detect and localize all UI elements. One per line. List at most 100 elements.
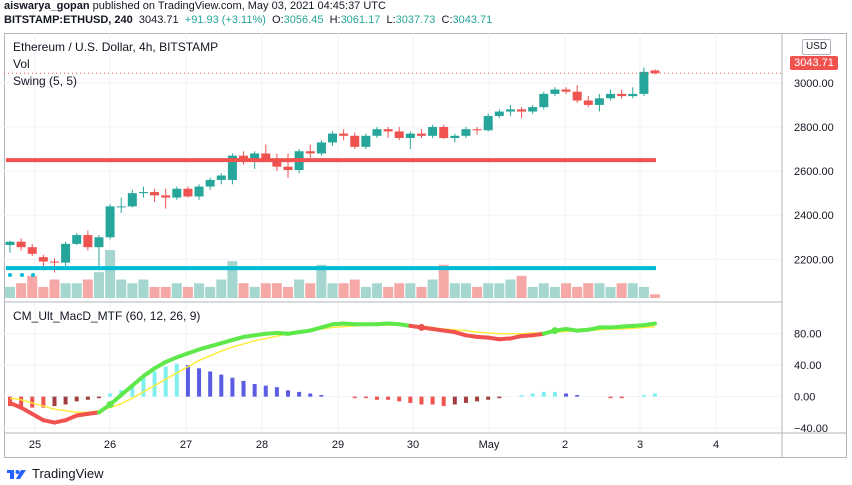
macd-line-segment (119, 383, 135, 398)
volume-bar (516, 275, 527, 298)
macd-histogram-bar (308, 393, 313, 397)
candle-body (127, 193, 137, 207)
ticker-line: BITSTAMP:ETHUSD, 240 3043.71 +91.93 (+3.… (4, 14, 492, 26)
chart-frame[interactable] (4, 33, 847, 458)
macd-line-segment (141, 366, 157, 379)
volume-bar (5, 286, 15, 298)
volume-bar (605, 286, 616, 298)
candle-body (49, 261, 59, 263)
volume-bar (460, 283, 471, 298)
macd-histogram-bar (397, 396, 402, 402)
candle-body (83, 235, 93, 248)
candle-body (461, 129, 471, 136)
volume-bar (638, 286, 649, 298)
ticker-close: 3043.71 (452, 14, 493, 26)
candle-body (328, 133, 337, 143)
macd-histogram-bar (108, 393, 113, 397)
publisher-user: aiswarya_gopan (4, 0, 90, 12)
macd-cross-dot (417, 323, 425, 331)
macd-histogram-bar (619, 396, 624, 399)
candle-body (38, 257, 48, 262)
ticker-low: 3037.73 (395, 14, 436, 26)
macd-histogram-bar (230, 377, 235, 397)
volume-bar (650, 294, 660, 298)
macd-histogram-bar (63, 396, 68, 405)
candle-body (528, 107, 538, 112)
legend-swing[interactable]: Swing (5, 5) (13, 74, 78, 88)
volume-bar (271, 283, 282, 298)
candle-body (16, 241, 26, 248)
open-label: O: (272, 14, 284, 26)
volume-bar (594, 283, 605, 298)
volume-bar (327, 283, 338, 298)
macd-histogram-bar (96, 396, 101, 399)
time-tick-label: 28 (256, 439, 268, 451)
macd-line-segment (641, 321, 657, 328)
volume-bar (82, 279, 93, 298)
volume-bar (260, 283, 271, 298)
candle-body (450, 135, 460, 139)
candle-body (94, 237, 104, 248)
macd-histogram-bar (486, 396, 491, 400)
volume-bar (116, 279, 127, 298)
macd-histogram-bar (74, 396, 79, 402)
candle-body (428, 126, 438, 136)
macd-histogram-bar (564, 393, 569, 397)
legend-macd[interactable]: CM_Ult_MacD_MTF (60, 12, 26, 9) (13, 309, 201, 323)
macd-histogram-bar (452, 396, 457, 405)
macd-histogram-bar (608, 396, 613, 399)
volume-bar (149, 286, 160, 298)
candle-body (639, 71, 649, 94)
time-tick-label: 29 (332, 439, 344, 451)
footer-brand[interactable]: TradingView (6, 466, 104, 481)
macd-histogram-bar (208, 371, 213, 397)
chart-legend-title: Ethereum / U.S. Dollar, 4h, BITSTAMP (13, 40, 219, 54)
candle-body (594, 98, 604, 105)
volume-bar (572, 286, 583, 298)
volume-bar (27, 275, 38, 298)
candle-body (472, 129, 482, 131)
macd-histogram-bar (163, 366, 168, 397)
macd-histogram-bar (653, 393, 657, 397)
volume-bar (93, 272, 104, 298)
volume-bar (194, 283, 205, 298)
candle-body (505, 109, 515, 112)
volume-bar (438, 264, 449, 298)
volume-bar (405, 283, 416, 298)
volume-bar (561, 283, 572, 298)
macd-histogram-bar (575, 395, 580, 397)
volume-bar (127, 283, 138, 298)
footer-brand-label: TradingView (32, 466, 104, 481)
ticker-high: 3061.17 (340, 14, 381, 26)
time-tick-label: 30 (407, 439, 419, 451)
macd-histogram-bar (441, 396, 446, 407)
price-tick-label: 2800.00 (794, 122, 834, 134)
candle-body (550, 89, 560, 94)
macd-histogram-bar (252, 384, 257, 397)
macd-histogram-bar (319, 395, 324, 397)
volume-bar (238, 283, 249, 298)
macd-histogram-bar (41, 396, 46, 408)
candle-body (239, 155, 249, 161)
candle-body (172, 188, 182, 198)
candle-body (283, 166, 293, 170)
volume-bar (227, 261, 238, 298)
macd-histogram-bar (52, 396, 57, 407)
currency-button[interactable]: USD (802, 39, 831, 55)
time-tick-label: May (479, 439, 500, 451)
price-tick-label: 2400.00 (794, 210, 834, 222)
candle-body (394, 131, 404, 139)
macd-histogram-bar (30, 396, 35, 408)
swing-marker (8, 273, 12, 277)
legend-vol[interactable]: Vol (13, 57, 30, 71)
low-label: L: (386, 14, 396, 26)
volume-bar (49, 279, 60, 298)
candle-body (116, 206, 126, 208)
high-label: H: (329, 14, 341, 26)
volume-bar (349, 279, 360, 298)
volume-bar (294, 279, 305, 298)
volume-bar (483, 283, 494, 298)
candle-body (606, 93, 616, 99)
candle-body (628, 93, 638, 97)
